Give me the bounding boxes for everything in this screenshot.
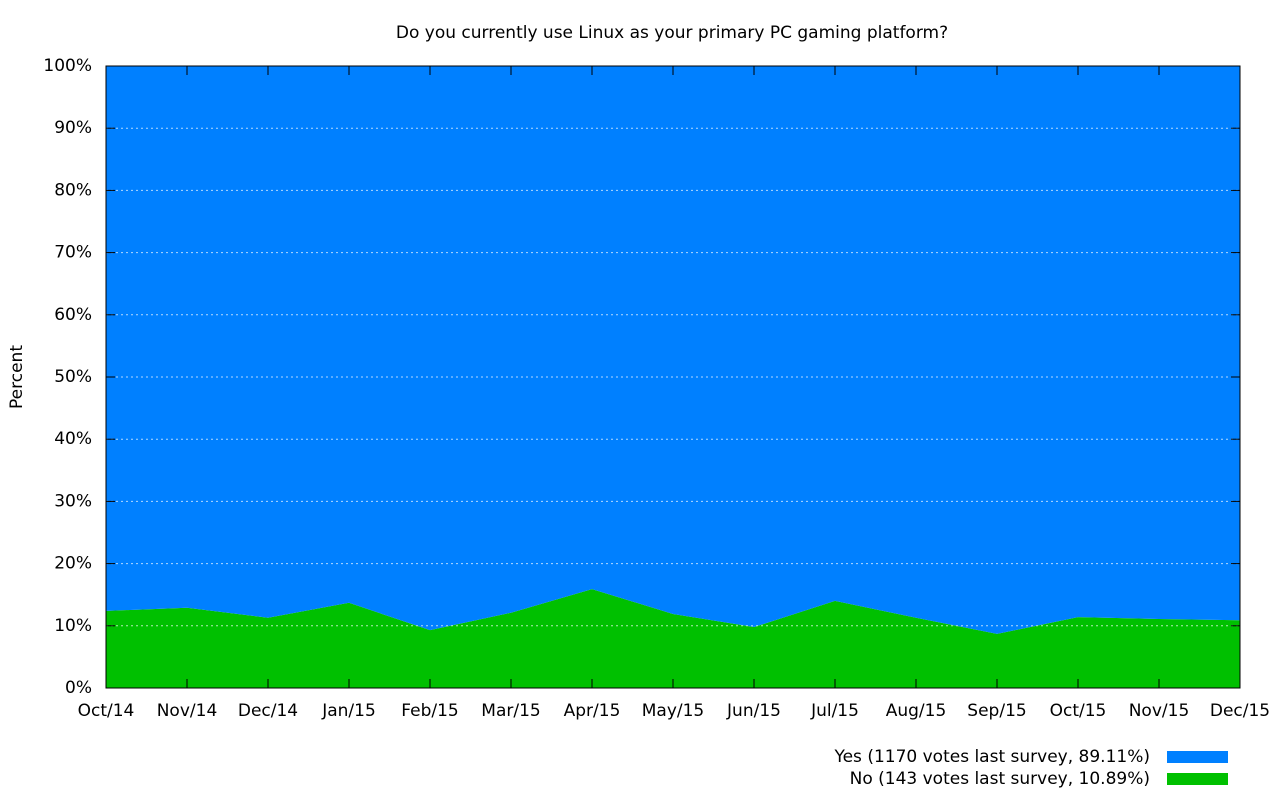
x-tick-label: Nov/14 [157, 701, 218, 721]
x-tick-label: Dec/15 [1210, 701, 1270, 721]
y-tick-label: 70% [54, 243, 92, 263]
x-tick-label: Oct/15 [1050, 701, 1107, 721]
y-tick-label: 60% [54, 305, 92, 325]
y-tick-label: 40% [54, 429, 92, 449]
x-tick-label: Jul/15 [810, 701, 859, 721]
x-tick-label: Oct/14 [78, 701, 135, 721]
area [106, 66, 1240, 634]
x-tick-label: May/15 [642, 701, 705, 721]
chart-title: Do you currently use Linux as your prima… [396, 23, 948, 43]
legend-label: Yes (1170 votes last survey, 89.11%) [833, 747, 1150, 767]
x-tick-label: Feb/15 [401, 701, 458, 721]
x-tick-label: Aug/15 [886, 701, 947, 721]
y-tick-label: 30% [54, 491, 92, 511]
area [106, 589, 1240, 688]
legend-label: No (143 votes last survey, 10.89%) [850, 769, 1150, 789]
x-tick-label: Jan/15 [321, 701, 376, 721]
x-tick-label: Apr/15 [564, 701, 621, 721]
plot-frame [105, 65, 1241, 689]
y-axis-label: Percent [7, 345, 27, 409]
y-tick-label: 10% [54, 616, 92, 636]
legend-swatch [1167, 751, 1228, 763]
y-tick-label: 100% [43, 56, 92, 76]
y-tick-label: 50% [54, 367, 92, 387]
y-tick-label: 80% [54, 180, 92, 200]
x-tick-label: Sep/15 [967, 701, 1026, 721]
x-tick-label: Jun/15 [726, 701, 781, 721]
x-tick-label: Mar/15 [481, 701, 540, 721]
y-tick-label: 0% [65, 678, 92, 698]
y-tick-label: 90% [54, 118, 92, 138]
y-tick-label: 20% [54, 554, 92, 574]
x-tick-label: Nov/15 [1129, 701, 1190, 721]
legend-swatch [1167, 773, 1228, 785]
x-tick-label: Dec/14 [238, 701, 298, 721]
